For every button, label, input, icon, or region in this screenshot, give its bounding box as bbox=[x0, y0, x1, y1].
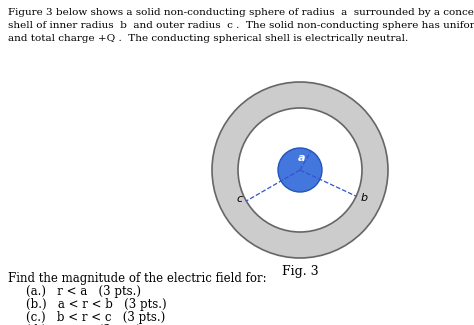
Text: Find the magnitude of the electric field for:: Find the magnitude of the electric field… bbox=[8, 272, 266, 285]
Text: (b.)   a < r < b   (3 pts.): (b.) a < r < b (3 pts.) bbox=[26, 298, 167, 311]
Text: Figure 3 below shows a solid non-conducting sphere of radius  a  surrounded by a: Figure 3 below shows a solid non-conduct… bbox=[8, 8, 474, 17]
Circle shape bbox=[278, 148, 322, 192]
Text: a: a bbox=[298, 153, 306, 163]
Circle shape bbox=[212, 82, 388, 258]
Text: (a.)   r < a   (3 pts.): (a.) r < a (3 pts.) bbox=[26, 285, 141, 298]
Text: Fig. 3: Fig. 3 bbox=[282, 265, 319, 278]
Text: c: c bbox=[236, 194, 242, 204]
Text: b: b bbox=[361, 193, 368, 203]
Text: (d.)   r > c   (3 pts.): (d.) r > c (3 pts.) bbox=[26, 324, 141, 325]
Text: shell of inner radius  b  and outer radius  c .  The solid non-conducting sphere: shell of inner radius b and outer radius… bbox=[8, 21, 474, 30]
Text: (c.)   b < r < c   (3 pts.): (c.) b < r < c (3 pts.) bbox=[26, 311, 165, 324]
Circle shape bbox=[238, 108, 362, 232]
Text: and total charge +Q .  The conducting spherical shell is electrically neutral.: and total charge +Q . The conducting sph… bbox=[8, 34, 408, 43]
